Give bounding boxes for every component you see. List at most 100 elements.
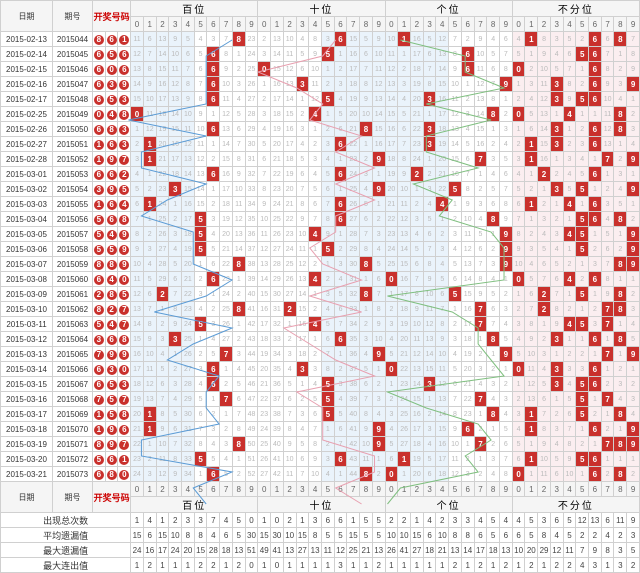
shi-cell: 2 [296,107,309,122]
ge-cell: 8 [487,92,500,107]
bai-cell: 1 [194,467,207,482]
ge-cell: 3 [449,227,462,242]
nf-cell: 0 [512,272,525,287]
ge-cell: 5 [385,347,398,362]
date-cell: 2015-02-17 [1,92,53,107]
bai-cell: 15 [194,197,207,212]
shi-cell: 30 [347,257,360,272]
ge-cell: 1 [449,197,462,212]
stat-cell: 2 [474,558,487,573]
shi-cell: 1 [334,47,347,62]
bai-cell: 4 [232,92,245,107]
bai-cell: 42 [245,317,258,332]
shi-cell: 11 [296,242,309,257]
ge-cell: 4 [500,407,513,422]
code-ball: 7 [93,392,106,407]
nf-cell: 11 [525,362,538,377]
bai-cell: 3 [169,332,182,347]
shi-cell: 12 [309,92,322,107]
ge-cell: 2 [398,62,411,77]
shi-cell: 8 [360,407,373,422]
table-row: 2015-02-25201504904801118141091125283181… [1,107,640,122]
ge-cell: 18 [385,152,398,167]
bai-cell: 11 [131,32,144,47]
nf-cell: 8 [512,227,525,242]
bai-cell: 3 [207,317,220,332]
shi-cell: 24 [283,242,296,257]
shi-cell: 15 [372,122,385,137]
shi-cell: 23 [258,407,271,422]
code-ball: 9 [105,152,118,167]
stat-cell: 14 [461,543,474,558]
ge-cell: 15 [436,422,449,437]
bai-cell: 13 [131,302,144,317]
nf-cell: 2 [576,347,589,362]
bai-cell: 2 [207,197,220,212]
header-date: 日期 [1,1,53,32]
shi-cell: 39 [271,422,284,437]
shi-cell: 2 [309,347,322,362]
bai-cell: 39 [245,272,258,287]
digit-footer: 3 [296,482,309,497]
bai-cell: 19 [182,242,195,257]
issue-cell: 2015071 [53,437,93,452]
code-ball: 1 [93,422,106,437]
nf-cell: 10 [601,92,614,107]
nf-cell: 1 [550,392,563,407]
ge-cell: 8 [500,62,513,77]
nf-cell: 1 [512,377,525,392]
ge-cell: 3 [474,362,487,377]
bai-cell: 13 [194,167,207,182]
date-cell: 2015-03-20 [1,452,53,467]
bai-cell: 43 [245,332,258,347]
table-row: 2015-02-15201504660613815117669225015126… [1,62,640,77]
bai-cell: 6 [207,257,220,272]
ge-cell: 6 [423,227,436,242]
digit-footer: 4 [436,482,449,497]
bai-cell: 6 [207,77,220,92]
shi-cell: 10 [283,452,296,467]
nf-cell: 5 [563,392,576,407]
shi-cell: 6 [296,452,309,467]
bai-cell: 45 [245,362,258,377]
bai-cell: 19 [220,212,233,227]
bai-cell: 8 [131,227,144,242]
shi-cell: 10 [258,212,271,227]
bai-cell: 13 [220,122,233,137]
bai-cell: 15 [131,332,144,347]
date-cell: 2015-03-12 [1,332,53,347]
nf-cell: 6 [589,62,602,77]
digit-header: 6 [334,17,347,32]
table-row: 2015-03-21201507368024312934165252274211… [1,467,640,482]
ge-cell: 6 [487,62,500,77]
bai-cell: 3 [169,377,182,392]
code-ball: 2 [105,302,118,317]
code-ball: 1 [93,152,106,167]
bai-cell: 17 [182,212,195,227]
bai-cell: 7 [220,347,233,362]
shi-cell: 3 [360,332,373,347]
stat-cell: 5 [525,528,538,543]
bai-cell: 2 [143,182,156,197]
nf-cell: 9 [601,77,614,92]
nf-cell: 1 [627,197,640,212]
stat-cell: 15 [156,528,169,543]
stat-cell: 8 [601,543,614,558]
nf-cell: 0 [512,62,525,77]
ge-cell: 9 [398,167,411,182]
ge-cell: 5 [449,257,462,272]
bai-cell: 9 [182,92,195,107]
shi-cell: 26 [258,452,271,467]
nf-cell: 1 [576,467,589,482]
stat-cell: 3 [627,528,640,543]
digit-footer: 9 [500,482,513,497]
ge-cell: 11 [461,227,474,242]
shi-cell: 1 [360,302,373,317]
nf-cell: 1 [614,317,627,332]
nf-cell: 8 [614,407,627,422]
bai-cell: 1 [156,302,169,317]
bai-cell: 10 [194,122,207,137]
ge-cell: 26 [398,422,411,437]
shi-cell: 24 [258,422,271,437]
stat-cell: 30 [245,528,258,543]
